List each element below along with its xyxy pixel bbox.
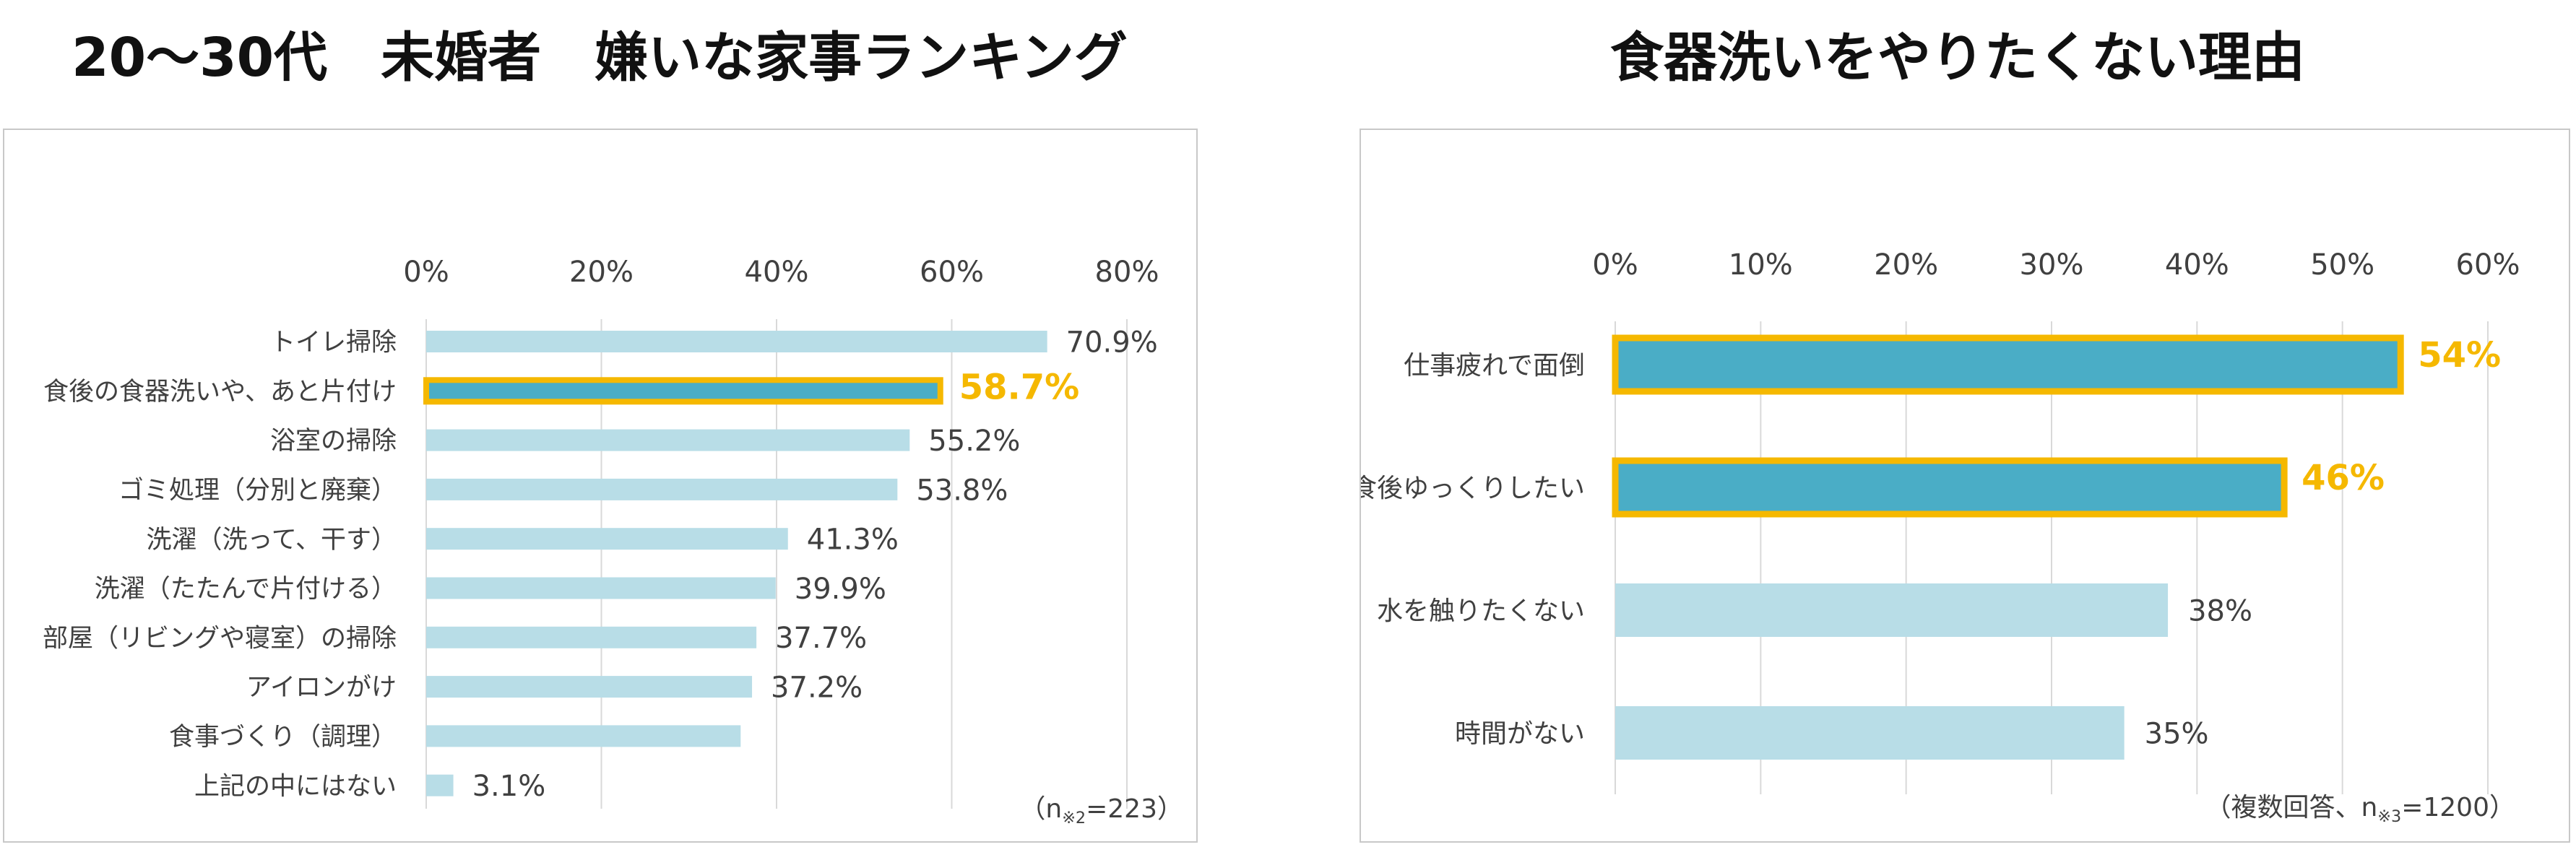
left-category-label: アイロンがけ bbox=[246, 674, 397, 703]
left-chart-frame: 0% 20% 40% 60% 80% トイレ掃除 70.9% 食後の食器洗いや、あと片付け 58… bbox=[3, 129, 1198, 843]
right-x-tick-label: 20% bbox=[1874, 248, 1938, 282]
left-bar bbox=[426, 577, 776, 599]
right-category-label: 水を触りたくない bbox=[1377, 596, 1585, 626]
left-category-label: ゴミ処理（分別と廃棄） bbox=[118, 477, 397, 505]
right-x-tick-label: 30% bbox=[2020, 248, 2084, 282]
left-value-label: 53.8% bbox=[916, 474, 1008, 507]
left-category-label: 食後の食器洗いや、あと片付け bbox=[43, 378, 397, 407]
right-chart-frame: 0% 10% 20% 30% 40% 50% 60% 仕事疲れで面倒 54% 食後ゆっくりしたい 4… bbox=[1351, 129, 2570, 843]
right-category-label: 時間がない bbox=[1455, 719, 1585, 749]
left-bar bbox=[426, 429, 910, 451]
left-bar-chart: 0% 20% 40% 60% 80% トイレ掃除 70.9% 食後の食器洗いや、あと片付け 58… bbox=[43, 256, 1183, 828]
left-value-label: 70.9% bbox=[1066, 326, 1158, 359]
left-chart-title: 20〜30代 未婚者 嫌いな家事ランキング bbox=[72, 27, 1128, 89]
left-x-tick-label: 60% bbox=[920, 256, 984, 289]
right-bar-highlighted bbox=[1612, 457, 2288, 518]
left-x-tick-label: 80% bbox=[1095, 256, 1159, 289]
left-x-tick-label: 0% bbox=[403, 256, 449, 289]
left-x-tick-label: 40% bbox=[745, 256, 809, 289]
right-x-tick-label: 10% bbox=[1729, 248, 1793, 282]
left-value-label: 55.2% bbox=[928, 425, 1020, 458]
left-category-label: 食事づくり（調理） bbox=[169, 723, 397, 752]
right-x-tick-label: 0% bbox=[1592, 248, 1638, 282]
right-x-tick-label: 60% bbox=[2456, 248, 2520, 282]
right-chart-title: 食器洗いをやりたくない理由 bbox=[1610, 27, 2305, 89]
left-bar bbox=[426, 626, 757, 648]
left-bar bbox=[426, 331, 1047, 352]
left-category-label: 洗濯（たたんで片付ける） bbox=[95, 575, 397, 604]
right-x-tick-label: 40% bbox=[2165, 248, 2229, 282]
right-category-label: 食後ゆっくりしたい bbox=[1361, 474, 1585, 503]
right-value-label-highlighted: 54% bbox=[2418, 335, 2501, 375]
right-category-label: 仕事疲れで面倒 bbox=[1404, 351, 1585, 381]
left-value-label: 37.2% bbox=[771, 672, 863, 705]
left-sample-size-note: （n※2=223） bbox=[1019, 794, 1183, 828]
right-bar-highlighted bbox=[1612, 334, 2404, 395]
left-bar-highlighted bbox=[423, 377, 943, 405]
left-value-label-highlighted: 58.7% bbox=[959, 367, 1080, 407]
left-value-label: 41.3% bbox=[807, 524, 899, 557]
left-value-label: 3.1% bbox=[472, 770, 546, 803]
left-value-label: 39.9% bbox=[795, 573, 886, 606]
left-category-label: 部屋（リビングや寝室）の掃除 bbox=[43, 624, 397, 653]
left-category-label: トイレ掃除 bbox=[270, 329, 397, 357]
left-category-label: 洗濯（洗って、干す） bbox=[146, 526, 397, 555]
right-sample-size-note: （複数回答、n※3=1200） bbox=[2205, 793, 2515, 826]
left-category-label: 上記の中にはない bbox=[194, 772, 397, 801]
left-x-tick-label: 20% bbox=[569, 256, 634, 289]
left-bar bbox=[426, 478, 898, 500]
left-bar bbox=[426, 528, 788, 550]
right-bar bbox=[1615, 706, 2125, 760]
left-bar bbox=[426, 774, 454, 796]
left-value-label: 37.7% bbox=[775, 622, 867, 655]
right-value-label: 38% bbox=[2188, 594, 2252, 627]
right-x-tick-label: 50% bbox=[2310, 248, 2374, 282]
left-bar bbox=[426, 725, 741, 747]
right-value-label: 35% bbox=[2145, 717, 2209, 750]
left-bar bbox=[426, 676, 753, 698]
right-bar bbox=[1615, 583, 2169, 637]
right-value-label-highlighted: 46% bbox=[2301, 458, 2385, 498]
right-bar-chart: 0% 10% 20% 30% 40% 50% 60% 仕事疲れで面倒 54% 食後ゆっくりしたい 4… bbox=[1351, 248, 2520, 826]
left-category-label: 浴室の掃除 bbox=[270, 427, 397, 456]
